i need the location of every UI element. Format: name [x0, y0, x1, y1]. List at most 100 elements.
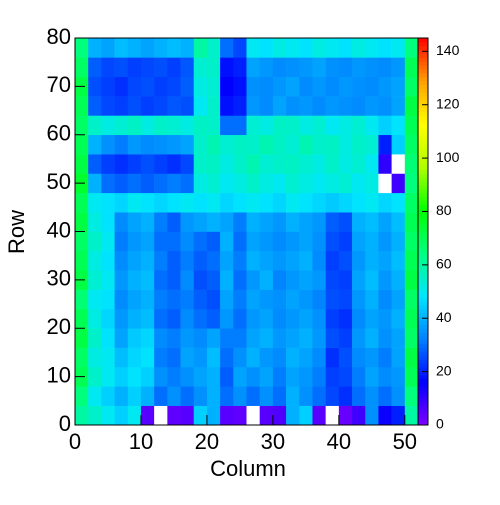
heatmap-cell: [167, 328, 181, 348]
heatmap-cell: [352, 134, 366, 155]
heatmap-cell: [193, 76, 208, 97]
heatmap-cell: [325, 134, 340, 155]
colorbar-segment: [418, 246, 428, 252]
heatmap-cell: [325, 212, 340, 232]
heatmap-cell: [88, 134, 102, 155]
colorbar-segment: [418, 38, 428, 43]
heatmap-cell: [154, 57, 168, 77]
colorbar-segment: [418, 61, 428, 66]
colorbar-segment: [418, 266, 428, 271]
heatmap-cell: [404, 289, 419, 310]
heatmap-cell: [206, 173, 221, 194]
heatmap-cell: [127, 270, 142, 290]
heatmap-cell: [404, 57, 419, 77]
heatmap-cell: [312, 134, 326, 155]
heatmap-cell: [365, 38, 379, 58]
heatmap-cell: [378, 173, 392, 194]
heatmap-cell: [312, 76, 326, 97]
colorbar-segment: [418, 134, 428, 140]
heatmap-cell: [101, 231, 115, 252]
colorbar-segment: [418, 107, 428, 113]
colorbar-segment: [418, 68, 428, 74]
heatmap-cell: [114, 115, 129, 136]
heatmap-cell: [140, 154, 155, 174]
heatmap-cell: [167, 76, 181, 97]
heatmap-cell: [312, 405, 326, 426]
heatmap-cell: [365, 76, 379, 97]
x-tick-label: 0: [69, 429, 81, 454]
heatmap-cell: [365, 328, 379, 348]
heatmap-cell: [259, 173, 274, 194]
heatmap-cell: [338, 134, 353, 155]
heatmap-cell: [233, 96, 247, 116]
heatmap-cell: [127, 38, 142, 58]
heatmap-cell: [312, 270, 326, 290]
heatmap-cell: [378, 76, 392, 97]
heatmap-cell: [154, 250, 168, 271]
heatmap-cell: [233, 289, 247, 310]
heatmap-cell: [312, 250, 326, 271]
heatmap-cell: [220, 386, 234, 406]
heatmap-cell: [391, 212, 406, 232]
heatmap-cell: [286, 212, 300, 232]
heatmap-cell: [312, 347, 326, 368]
heatmap-cell: [272, 328, 287, 348]
heatmap-cell: [299, 173, 313, 194]
heatmap-cell: [180, 192, 195, 213]
colorbar-segment: [418, 219, 428, 225]
heatmap-cell: [246, 328, 260, 348]
heatmap-cell: [114, 289, 129, 310]
heatmap-cell: [272, 386, 287, 406]
colorbar-segment: [418, 177, 428, 182]
colorbar-segment: [418, 339, 428, 345]
heatmap-cell: [352, 289, 366, 310]
heatmap-cell: [259, 96, 274, 116]
heatmap-cell: [246, 96, 260, 116]
heatmap-cell: [233, 250, 247, 271]
heatmap-cell: [338, 96, 353, 116]
heatmap-cell: [75, 328, 89, 348]
colorbar-segment: [418, 181, 428, 186]
heatmap-cell: [140, 366, 155, 387]
heatmap-cell: [180, 57, 195, 77]
heatmap-cell: [378, 154, 392, 174]
heatmap-cell: [365, 192, 379, 213]
heatmap-cell: [154, 328, 168, 348]
heatmap-cell: [88, 38, 102, 58]
heatmap-cell: [365, 212, 379, 232]
heatmap-cell: [220, 192, 234, 213]
heatmap-cell: [352, 76, 366, 97]
heatmap-cell: [312, 96, 326, 116]
heatmap-cell: [299, 405, 313, 426]
heatmap-cell: [272, 270, 287, 290]
heatmap-cell: [220, 231, 234, 252]
heatmap-cell: [75, 308, 89, 329]
colorbar-segment: [418, 270, 428, 275]
heatmap-cell: [325, 270, 340, 290]
colorbar-segment: [418, 96, 428, 101]
colorbar-tick-label: 80: [436, 202, 452, 218]
heatmap-cell: [312, 386, 326, 406]
heatmap-cell: [220, 96, 234, 116]
colorbar-segment: [418, 65, 428, 70]
heatmap-cell: [180, 154, 195, 174]
heatmap-cell: [338, 386, 353, 406]
heatmap-cell: [167, 270, 181, 290]
heatmap-cell: [391, 250, 406, 271]
heatmap-cell: [167, 212, 181, 232]
heatmap-cell: [75, 96, 89, 116]
heatmap-cell: [114, 405, 129, 426]
heatmap-cell: [312, 308, 326, 329]
heatmap-cell: [140, 270, 155, 290]
heatmap-cell: [206, 38, 221, 58]
heatmap-cell: [220, 405, 234, 426]
heatmap-cell: [101, 154, 115, 174]
heatmap-cell: [101, 386, 115, 406]
heatmap-cell: [88, 270, 102, 290]
heatmap-cell: [272, 308, 287, 329]
heatmap-cell: [206, 250, 221, 271]
colorbar-tick-label: 60: [436, 256, 452, 272]
heatmap-cell: [325, 57, 340, 77]
heatmap-cell: [325, 231, 340, 252]
heatmap-cell: [154, 347, 168, 368]
